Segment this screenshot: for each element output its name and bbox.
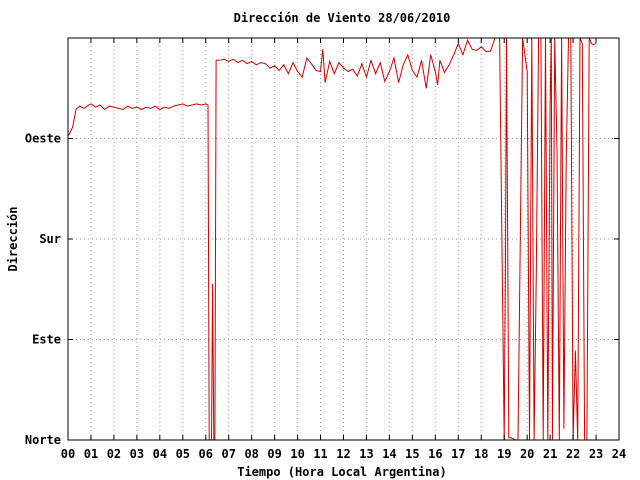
grid-lines <box>68 38 619 440</box>
x-tick-label: 01 <box>84 447 98 461</box>
x-tick-label: 12 <box>336 447 350 461</box>
x-tick-label: 04 <box>153 447 167 461</box>
x-tick-label: 13 <box>359 447 373 461</box>
x-tick-label: 18 <box>474 447 488 461</box>
y-tick-label: Este <box>32 333 61 347</box>
x-tick-label: 08 <box>244 447 258 461</box>
x-tick-label: 24 <box>612 447 626 461</box>
y-axis-ticks: Norte Este Sur Oeste <box>25 132 619 447</box>
x-tick-label: 02 <box>107 447 121 461</box>
x-tick-label: 05 <box>176 447 190 461</box>
chart-title: Dirección de Viento 28/06/2010 <box>234 11 451 25</box>
x-tick-label: 21 <box>543 447 557 461</box>
x-tick-label: 23 <box>589 447 603 461</box>
x-tick-label: 15 <box>405 447 419 461</box>
x-tick-label: 06 <box>199 447 213 461</box>
x-tick-label: 03 <box>130 447 144 461</box>
y-tick-label: Oeste <box>25 132 61 146</box>
x-tick-label: 07 <box>221 447 235 461</box>
x-tick-label: 11 <box>313 447 327 461</box>
x-tick-label: 17 <box>451 447 465 461</box>
x-tick-label: 19 <box>497 447 511 461</box>
y-tick-label: Norte <box>25 433 61 447</box>
x-tick-label: 22 <box>566 447 580 461</box>
x-tick-label: 16 <box>428 447 442 461</box>
x-axis-label: Tiempo (Hora Local Argentina) <box>237 465 447 479</box>
x-axis-ticks: 00 01 02 03 04 05 06 07 08 09 10 11 12 13 14 15 16 17 18 19… <box>61 38 626 461</box>
x-tick-label: 10 <box>290 447 304 461</box>
y-tick-label: Sur <box>39 232 61 246</box>
x-tick-label: 20 <box>520 447 534 461</box>
y-axis-label: Dirección <box>6 206 20 271</box>
x-tick-label: 09 <box>267 447 281 461</box>
x-tick-label: 14 <box>382 447 396 461</box>
x-tick-label: 00 <box>61 447 75 461</box>
